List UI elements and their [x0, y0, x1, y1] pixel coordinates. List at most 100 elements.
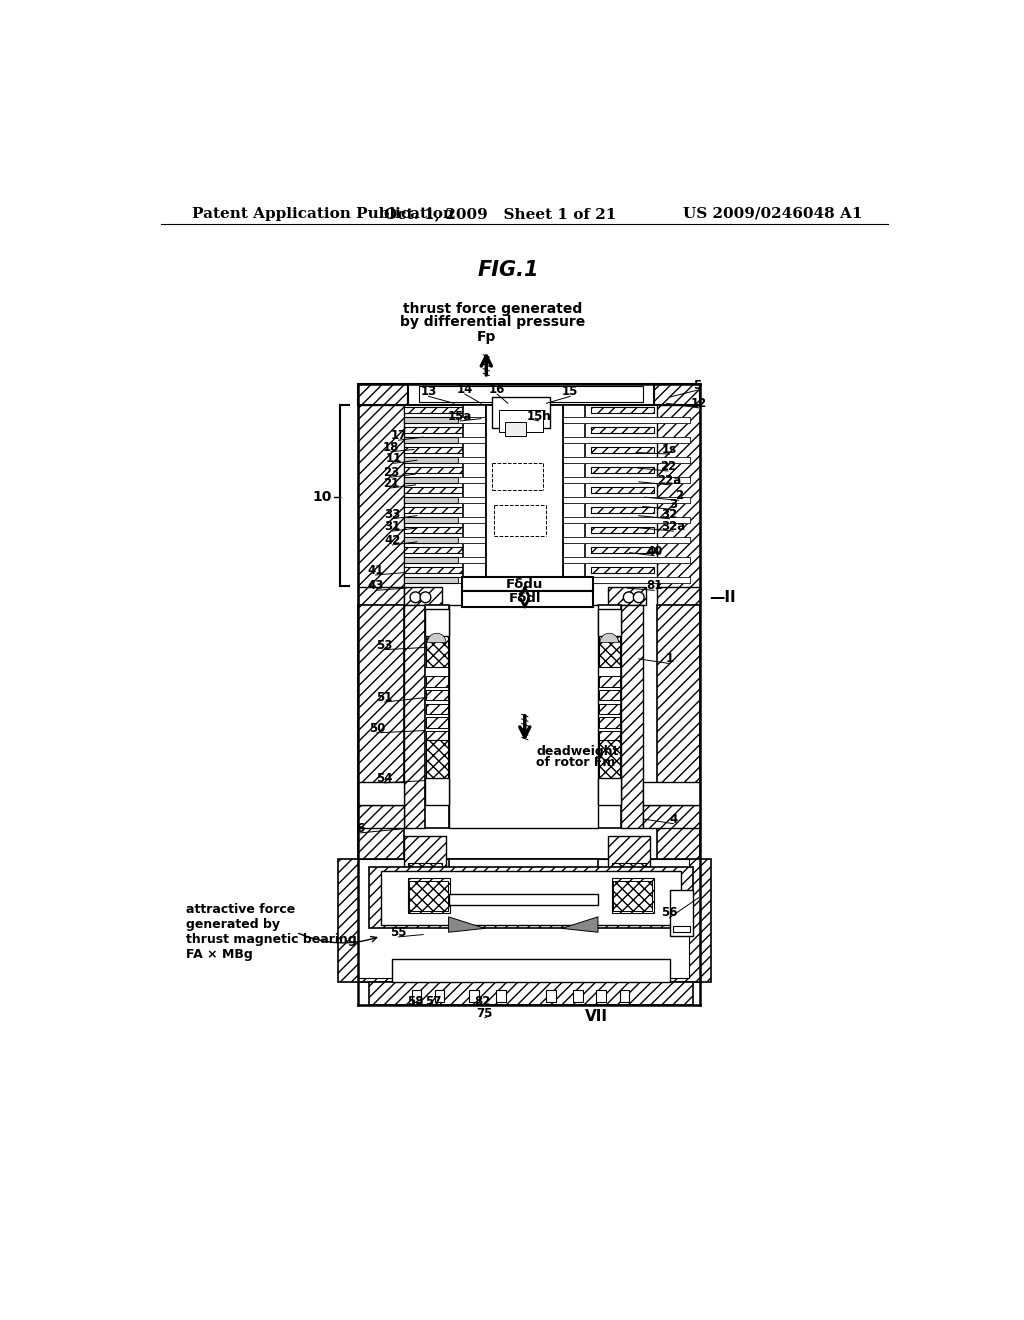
- Bar: [591, 568, 654, 573]
- Bar: [370, 867, 692, 928]
- Bar: [426, 731, 447, 742]
- Bar: [499, 411, 544, 432]
- Text: —II: —II: [710, 590, 736, 605]
- Text: 82: 82: [474, 995, 490, 1008]
- Text: 43: 43: [368, 579, 384, 593]
- Text: 32a: 32a: [662, 520, 685, 533]
- Bar: [599, 739, 621, 781]
- Text: 10: 10: [313, 490, 333, 504]
- Bar: [505, 422, 526, 436]
- Bar: [458, 478, 690, 483]
- Bar: [449, 894, 598, 906]
- Text: by differential pressure: by differential pressure: [399, 314, 585, 329]
- Bar: [357, 805, 403, 829]
- Bar: [596, 990, 605, 1002]
- Text: US 2009/0246048 A1: US 2009/0246048 A1: [683, 207, 862, 220]
- Bar: [435, 990, 444, 1002]
- Text: Fδdu: Fδdu: [506, 578, 544, 591]
- Bar: [403, 537, 458, 544]
- Bar: [458, 417, 690, 424]
- Text: 15h: 15h: [526, 409, 551, 422]
- Bar: [673, 927, 689, 932]
- Bar: [599, 704, 621, 714]
- Bar: [357, 829, 403, 982]
- Text: 40: 40: [646, 545, 663, 557]
- Text: deadweight: deadweight: [537, 744, 618, 758]
- Bar: [591, 487, 654, 494]
- Text: 31: 31: [384, 520, 400, 533]
- Circle shape: [624, 591, 634, 603]
- Bar: [403, 447, 466, 453]
- Bar: [591, 517, 646, 524]
- Bar: [403, 487, 466, 494]
- Bar: [403, 548, 466, 553]
- Bar: [403, 527, 466, 533]
- Bar: [403, 478, 458, 483]
- Bar: [403, 428, 466, 433]
- Bar: [458, 577, 690, 583]
- Text: attractive force
generated by
thrust magnetic bearing
FA × MBg: attractive force generated by thrust mag…: [186, 903, 356, 961]
- Bar: [357, 384, 408, 405]
- Bar: [403, 457, 458, 463]
- Bar: [426, 676, 447, 686]
- Text: of rotor Fm: of rotor Fm: [537, 756, 615, 770]
- Text: 50: 50: [369, 722, 385, 735]
- Text: 6: 6: [356, 822, 365, 834]
- Bar: [493, 397, 550, 428]
- Text: VII: VII: [585, 1010, 608, 1024]
- Bar: [458, 437, 690, 444]
- Bar: [458, 498, 690, 503]
- Bar: [547, 990, 556, 1002]
- Bar: [591, 407, 654, 413]
- Bar: [591, 467, 654, 474]
- Bar: [599, 624, 621, 667]
- Bar: [458, 537, 690, 544]
- Text: 51: 51: [377, 690, 393, 704]
- Bar: [408, 878, 451, 913]
- Bar: [598, 605, 621, 829]
- Bar: [591, 527, 654, 533]
- Text: 53: 53: [377, 639, 393, 652]
- Bar: [462, 882, 585, 894]
- Bar: [426, 624, 447, 667]
- Bar: [357, 781, 403, 805]
- Bar: [591, 557, 646, 564]
- Bar: [599, 731, 621, 742]
- Text: 21: 21: [383, 477, 399, 490]
- Text: FIG.1: FIG.1: [477, 260, 539, 280]
- Text: 17: 17: [390, 429, 407, 442]
- Bar: [591, 478, 646, 483]
- Bar: [458, 478, 690, 483]
- Bar: [463, 405, 486, 590]
- Bar: [591, 548, 654, 553]
- Bar: [458, 537, 690, 544]
- Text: 14: 14: [457, 383, 473, 396]
- Bar: [643, 781, 700, 805]
- Text: 15a: 15a: [447, 409, 472, 422]
- Bar: [357, 859, 689, 978]
- Text: 57: 57: [425, 995, 441, 1008]
- Bar: [599, 676, 621, 686]
- Text: 1: 1: [666, 652, 674, 665]
- Bar: [357, 587, 403, 605]
- Bar: [403, 417, 458, 424]
- Bar: [563, 405, 585, 590]
- Bar: [654, 384, 700, 405]
- Text: thrust force generated: thrust force generated: [402, 301, 582, 315]
- Bar: [599, 718, 621, 729]
- Bar: [591, 437, 646, 444]
- Bar: [426, 739, 447, 781]
- Text: Oct. 1, 2009   Sheet 1 of 21: Oct. 1, 2009 Sheet 1 of 21: [384, 207, 616, 220]
- Text: 41: 41: [368, 564, 384, 577]
- Bar: [608, 836, 650, 867]
- Text: 2: 2: [675, 490, 683, 502]
- Text: 18: 18: [383, 441, 399, 454]
- Bar: [657, 605, 700, 829]
- Bar: [458, 498, 690, 503]
- Bar: [381, 871, 681, 924]
- Text: 1s: 1s: [662, 444, 677, 455]
- Text: 5: 5: [693, 379, 701, 392]
- Bar: [426, 704, 447, 714]
- Bar: [458, 517, 690, 524]
- Text: 33: 33: [384, 508, 400, 520]
